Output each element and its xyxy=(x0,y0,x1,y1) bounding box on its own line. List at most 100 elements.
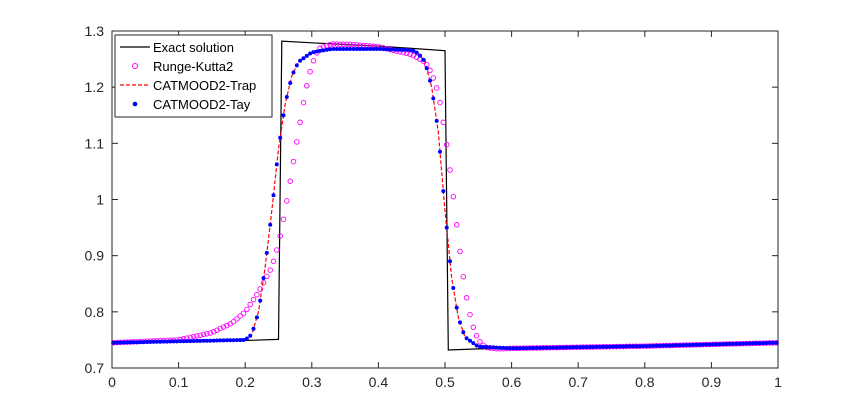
series-marker-3 xyxy=(181,339,186,344)
series-marker-3 xyxy=(151,339,156,344)
series-marker-1 xyxy=(294,139,300,145)
y-tick-label: 1.2 xyxy=(85,79,105,95)
series-marker-3 xyxy=(764,341,769,345)
series-marker-3 xyxy=(171,339,176,344)
series-marker-3 xyxy=(368,47,373,51)
y-tick-label: 1.1 xyxy=(85,135,105,151)
series-marker-1 xyxy=(210,329,217,335)
series-marker-3 xyxy=(501,345,506,350)
series-marker-3 xyxy=(184,339,189,344)
series-marker-3 xyxy=(121,340,126,345)
series-marker-3 xyxy=(744,341,749,346)
series-marker-3 xyxy=(731,341,735,346)
series-marker-3 xyxy=(637,344,642,349)
series-marker-3 xyxy=(661,343,666,348)
series-marker-1 xyxy=(460,273,467,280)
series-marker-3 xyxy=(761,341,765,346)
series-marker-3 xyxy=(657,343,662,348)
series-marker-3 xyxy=(371,47,376,51)
series-marker-1 xyxy=(467,311,473,318)
series-marker-3 xyxy=(677,343,682,348)
series-marker-3 xyxy=(771,340,775,345)
series-marker-3 xyxy=(334,47,339,51)
series-marker-1 xyxy=(280,216,287,222)
legend-label-2: CATMOOD2-Trap xyxy=(153,78,256,93)
series-marker-3 xyxy=(238,338,243,342)
series-marker-1 xyxy=(427,67,433,74)
series-marker-1 xyxy=(244,306,250,313)
series-marker-3 xyxy=(597,344,602,349)
series-marker-1 xyxy=(240,310,247,316)
series-marker-3 xyxy=(308,51,313,56)
series-marker-3 xyxy=(684,343,689,347)
series-marker-3 xyxy=(278,135,283,140)
series-marker-3 xyxy=(687,343,692,347)
series-marker-3 xyxy=(671,343,676,348)
series-marker-1 xyxy=(310,58,317,64)
series-marker-1 xyxy=(290,158,297,165)
series-marker-3 xyxy=(701,342,706,347)
series-marker-3 xyxy=(584,345,589,350)
series-marker-3 xyxy=(414,50,419,55)
x-tick-label: 1 xyxy=(774,374,782,390)
x-tick-label: 0.6 xyxy=(502,374,522,390)
series-marker-3 xyxy=(534,345,539,350)
series-marker-3 xyxy=(488,345,492,350)
y-tick-label: 0.9 xyxy=(85,248,105,264)
series-marker-3 xyxy=(418,53,422,58)
series-marker-3 xyxy=(724,342,729,346)
series-marker-3 xyxy=(581,345,586,350)
series-marker-3 xyxy=(291,70,296,75)
series-marker-3 xyxy=(607,344,612,349)
series-marker-3 xyxy=(188,339,193,344)
series-marker-3 xyxy=(504,346,509,351)
series-marker-3 xyxy=(621,344,626,349)
series-marker-3 xyxy=(647,344,652,348)
series-marker-3 xyxy=(451,286,456,290)
series-marker-3 xyxy=(111,340,116,345)
series-marker-3 xyxy=(667,343,672,348)
series-marker-3 xyxy=(338,47,343,51)
series-marker-3 xyxy=(125,340,129,345)
series-marker-3 xyxy=(351,47,356,51)
series-marker-3 xyxy=(507,346,512,351)
x-tick-label: 0.3 xyxy=(302,374,322,390)
series-marker-3 xyxy=(694,342,699,347)
series-marker-3 xyxy=(751,341,755,346)
series-marker-3 xyxy=(601,344,606,349)
series-marker-3 xyxy=(251,326,256,331)
series-marker-1 xyxy=(204,330,210,337)
series-marker-3 xyxy=(497,345,502,350)
series-marker-3 xyxy=(674,343,679,348)
series-marker-3 xyxy=(737,341,742,346)
series-marker-3 xyxy=(591,345,596,349)
series-marker-3 xyxy=(531,346,536,350)
series-marker-1 xyxy=(347,41,353,48)
series-marker-3 xyxy=(191,339,196,343)
series-marker-3 xyxy=(408,48,412,52)
series-marker-3 xyxy=(544,345,549,350)
legend-label-1: Runge-Kutta2 xyxy=(153,59,233,74)
legend-swatch-3 xyxy=(132,101,138,107)
series-marker-3 xyxy=(361,47,366,51)
series-marker-3 xyxy=(421,57,426,62)
series-marker-3 xyxy=(611,344,616,349)
series-marker-3 xyxy=(261,276,266,281)
series-marker-3 xyxy=(711,342,716,347)
series-marker-1 xyxy=(344,41,350,48)
series-marker-3 xyxy=(624,344,629,349)
series-marker-3 xyxy=(231,338,236,343)
series-marker-1 xyxy=(433,85,440,91)
series-marker-3 xyxy=(241,338,246,342)
series-marker-1 xyxy=(340,41,347,47)
series-marker-3 xyxy=(547,345,552,350)
series-marker-1 xyxy=(453,222,460,228)
legend-label-3: CATMOOD2-Tay xyxy=(153,97,251,112)
series-marker-3 xyxy=(398,47,402,52)
series-marker-1 xyxy=(224,322,230,329)
series-marker-3 xyxy=(314,49,319,54)
series-marker-3 xyxy=(391,47,396,52)
series-marker-3 xyxy=(211,338,216,343)
x-tick-label: 0.1 xyxy=(169,374,189,390)
